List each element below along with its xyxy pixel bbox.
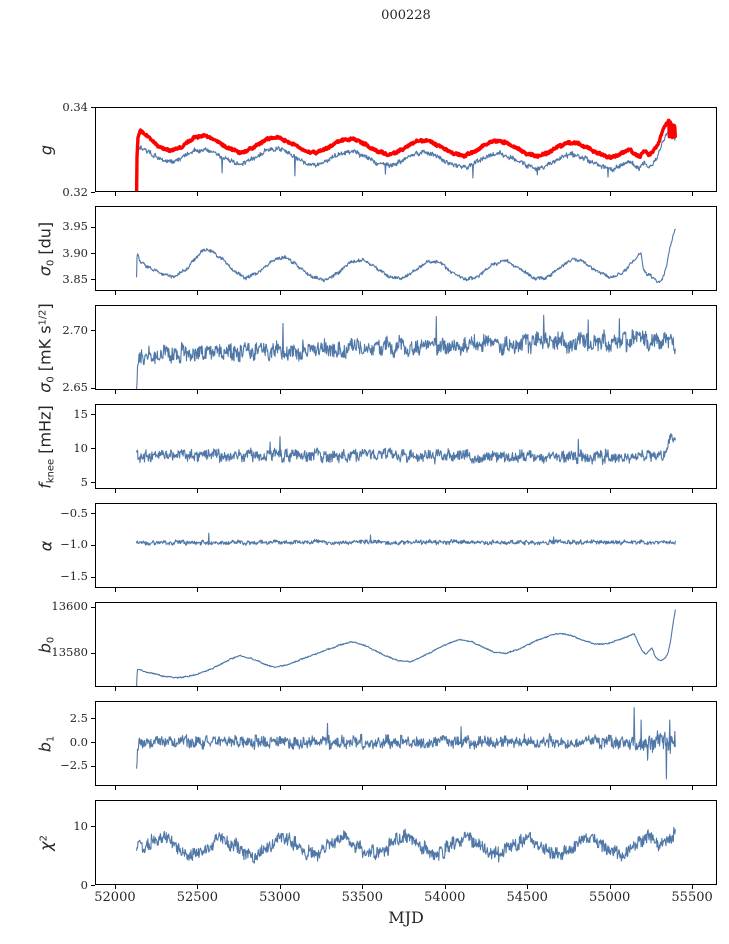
x-tick-label: 54500 xyxy=(506,890,548,905)
y-tick-label-b0: 13580 xyxy=(51,645,88,660)
panel-frame xyxy=(95,305,717,390)
y-axis-label-part: knee xyxy=(45,458,57,483)
y-tick-label-g: 0.34 xyxy=(62,99,88,114)
x-tick-label: 55500 xyxy=(671,890,713,905)
y-axis-label-part: b xyxy=(35,642,55,653)
y-tick-label-sigma0-mks: 2.65 xyxy=(62,380,88,395)
y-axis-label-part: [mHz] xyxy=(35,404,55,459)
panel-frame xyxy=(95,206,717,291)
y-axis-label-part: 1 xyxy=(45,735,57,742)
y-tick-label-sigma0-mks: 2.70 xyxy=(62,322,88,337)
y-tick-label-g: 0.32 xyxy=(62,184,88,199)
panel-g xyxy=(91,107,717,196)
y-axis-label-chi2: χ2 xyxy=(37,835,56,851)
y-tick-label-sigma0-du: 3.90 xyxy=(62,245,88,260)
y-tick-label-alpha: −1.5 xyxy=(60,569,88,584)
y-axis-label-part: [du] xyxy=(35,221,55,260)
y-tick-label-chi2: 0 xyxy=(80,877,88,892)
y-axis-label-b1: b1 xyxy=(36,735,57,751)
sigma0-mks-line-line xyxy=(136,314,676,390)
y-tick-label-alpha: −0.5 xyxy=(60,505,88,520)
b1-line-line xyxy=(136,707,676,780)
y-axis-label-part: 2 xyxy=(38,834,50,841)
fknee-line-line xyxy=(136,433,676,466)
y-tick-label-fknee: 10 xyxy=(73,440,88,455)
gain-line xyxy=(136,131,676,185)
panel-frame xyxy=(95,602,717,687)
x-tick-label: 55000 xyxy=(588,890,631,905)
x-tick-label: 53000 xyxy=(259,890,301,905)
alpha-line-line xyxy=(136,532,676,546)
x-tick-label: 52000 xyxy=(94,890,136,905)
y-tick-label-alpha: −1.0 xyxy=(60,537,88,552)
panel-frame xyxy=(95,404,717,489)
x-tick-label: 52500 xyxy=(176,890,219,905)
y-axis-label-part: χ xyxy=(36,840,56,851)
y-axis-label-part: ] xyxy=(35,302,55,310)
y-tick-label-fknee: 5 xyxy=(80,474,88,489)
y-axis-label-part: b xyxy=(35,741,55,752)
y-axis-label-part: α xyxy=(36,540,56,551)
y-axis-label-sigma0-du: σ0 [du] xyxy=(36,221,57,275)
b0-line-line xyxy=(136,609,676,687)
sigma0-du-line-line xyxy=(136,228,676,284)
x-axis-label: MJD xyxy=(388,908,424,927)
x-tick-label: 53500 xyxy=(341,890,383,905)
gain-model-line xyxy=(134,118,677,192)
y-tick-label-fknee: 15 xyxy=(73,406,88,421)
y-axis-label-b0: b0 xyxy=(36,636,57,652)
panel-chi2 xyxy=(91,800,717,889)
y-axis-label-part: 0 xyxy=(45,636,57,643)
panel-sigma0-mks xyxy=(91,305,717,394)
y-tick-label-sigma0-du: 3.85 xyxy=(62,271,88,286)
y-tick-label-b1: 2.5 xyxy=(69,710,88,725)
y-axis-label-alpha: α xyxy=(37,540,56,551)
y-axis-label-part: 1/2 xyxy=(37,309,49,325)
panel-b1 xyxy=(91,701,717,790)
panel-b0 xyxy=(91,602,717,691)
panel-frame xyxy=(95,503,717,588)
y-tick-label-b0: 13600 xyxy=(51,599,88,614)
x-tick-label: 54000 xyxy=(424,890,466,905)
y-axis-label-sigma0-mks: σ0 [mK s1/2] xyxy=(36,303,57,392)
y-tick-label-b1: 0.0 xyxy=(69,734,88,749)
y-tick-label-sigma0-du: 3.95 xyxy=(62,219,88,234)
y-axis-label-part: f xyxy=(35,482,55,489)
chi2-line-line xyxy=(136,826,676,864)
panel-frame xyxy=(95,800,717,885)
y-tick-label-chi2: 10 xyxy=(73,818,88,833)
panel-frame xyxy=(95,701,717,786)
y-axis-label-part: [mK s xyxy=(35,324,55,376)
panel-alpha xyxy=(91,503,717,592)
y-axis-label-g: g xyxy=(37,144,56,154)
chart-title: 000228 xyxy=(381,8,431,23)
y-tick-label-b1: −2.5 xyxy=(60,758,88,773)
panel-sigma0-du xyxy=(91,206,717,295)
y-axis-label-part: σ xyxy=(35,265,55,276)
panel-frame xyxy=(95,107,717,192)
panel-fknee xyxy=(91,404,717,493)
y-axis-label-part: g xyxy=(36,144,56,155)
y-axis-label-part: σ xyxy=(35,382,55,393)
y-axis-label-fknee: fknee [mHz] xyxy=(36,405,57,488)
